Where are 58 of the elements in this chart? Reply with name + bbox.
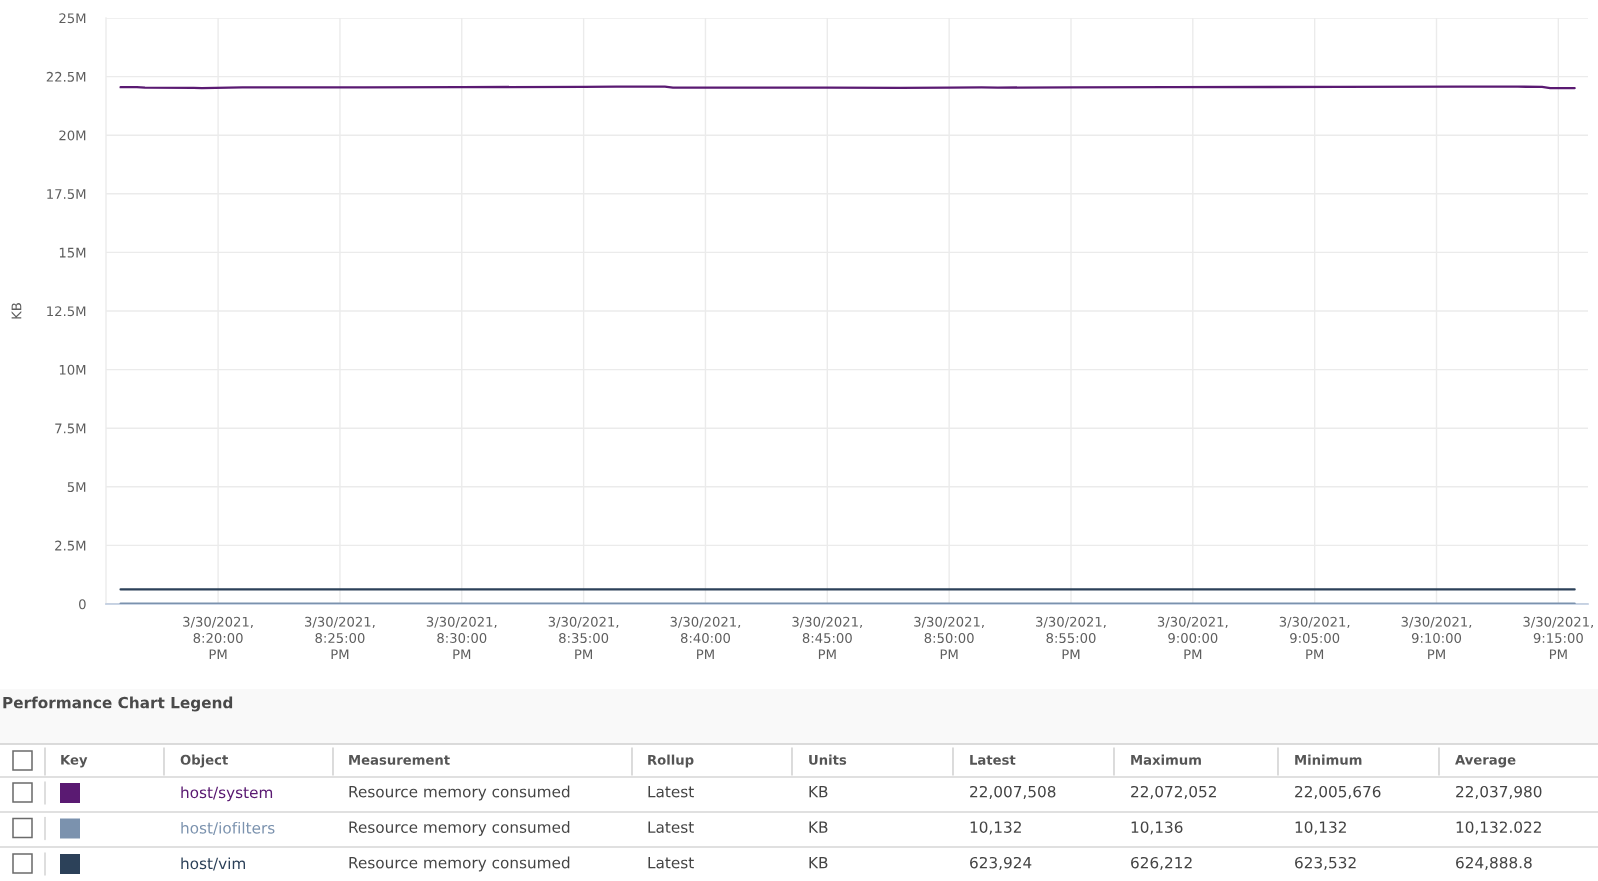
y-tick-label: 25M <box>59 13 86 24</box>
x-tick-label: 3/30/2021, 9:15:00 PM <box>1523 616 1593 660</box>
text: KB <box>809 857 828 869</box>
text: 22,037,980 <box>1456 785 1542 799</box>
text: Average <box>1455 754 1516 768</box>
text: Resource memory consumed <box>349 856 570 872</box>
y-tick-label: 2.5M <box>55 540 86 551</box>
text: 10,132 <box>970 821 1021 835</box>
x-tick-label: 3/30/2021, 8:40:00 PM <box>670 616 741 660</box>
x-tick-label: 3/30/2021, 8:50:00 PM <box>914 616 984 660</box>
text: 22,007,508 <box>970 785 1056 799</box>
y-tick-label: 12.5M <box>47 306 86 317</box>
legend-title: Performance Chart Legend <box>3 696 233 712</box>
text: Rollup <box>648 754 694 768</box>
y-tick-label: 0 <box>79 599 86 610</box>
text: host/iofilters <box>181 821 275 835</box>
text: Units <box>809 754 847 765</box>
x-tick-label: 3/30/2021, 8:35:00 PM <box>548 616 619 660</box>
text: 624,888.8 <box>1456 856 1532 870</box>
y-tick-label: 15M <box>59 247 86 258</box>
text: Key <box>61 754 88 768</box>
text: Latest <box>648 857 694 869</box>
text: 623,532 <box>1295 856 1356 870</box>
x-tick-label: 3/30/2021, 9:00:00 PM <box>1157 616 1228 660</box>
text: host/vim <box>181 857 245 871</box>
x-tick-label: 3/30/2021, 9:10:00 PM <box>1401 616 1472 660</box>
y-tick-label: 22.5M <box>46 71 86 82</box>
y-tick-label: 17.5M <box>47 189 86 199</box>
text: Object <box>180 754 228 768</box>
text: 22,005,676 <box>1295 785 1381 799</box>
x-tick-label: 3/30/2021, 8:45:00 PM <box>792 616 862 660</box>
x-tick-label: 3/30/2021, 8:20:00 PM <box>183 616 253 660</box>
text: 623,924 <box>970 856 1032 870</box>
text: Minimum <box>1295 754 1362 765</box>
text: Measurement <box>349 755 450 765</box>
text: 10,132 <box>1295 821 1346 835</box>
y-tick-label: 10M <box>59 364 86 375</box>
x-tick-label: 3/30/2021, 8:30:00 PM <box>426 616 497 660</box>
text: host/system <box>181 786 273 802</box>
text: 10,136 <box>1131 821 1183 835</box>
text: Resource memory consumed <box>349 785 570 801</box>
text: KB <box>809 821 828 833</box>
y-tick-label: 7.5M <box>55 423 86 434</box>
text: Maximum <box>1131 754 1201 765</box>
text: 626,212 <box>1131 856 1192 870</box>
text: Latest <box>970 755 1016 765</box>
text: KB <box>809 786 828 798</box>
text: Latest <box>648 821 694 833</box>
text: Resource memory consumed <box>349 821 570 836</box>
text: 10,132.022 <box>1456 821 1541 835</box>
x-tick-label: 3/30/2021, 8:25:00 PM <box>305 616 375 660</box>
y-tick-label: 20M <box>59 130 86 141</box>
y-tick-label: 5M <box>67 482 86 492</box>
y-axis-title: KB <box>11 303 22 319</box>
x-tick-label: 3/30/2021, 9:05:00 PM <box>1279 616 1350 660</box>
x-tick-label: 3/30/2021, 8:55:00 PM <box>1036 616 1106 660</box>
text: 22,072,052 <box>1131 785 1216 799</box>
text: Latest <box>648 786 694 798</box>
